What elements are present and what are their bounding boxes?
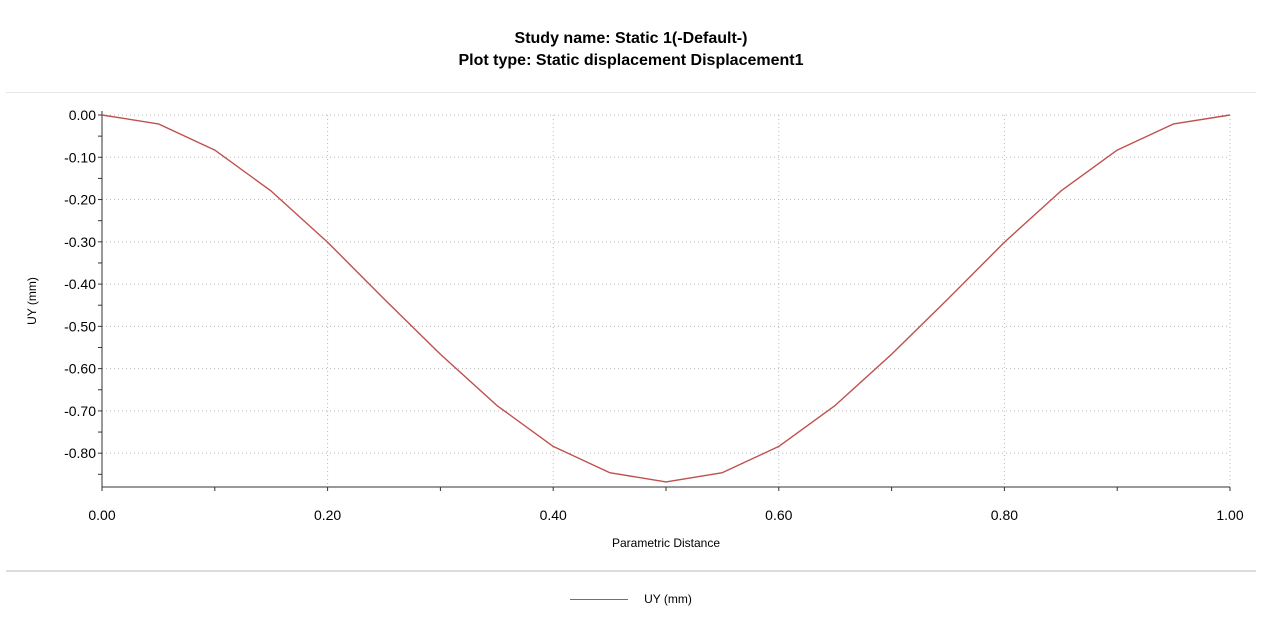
x-tick-label: 0.80 (991, 507, 1018, 523)
y-axis-title: UY (mm) (25, 277, 39, 325)
y-tick-label: 0.00 (69, 107, 96, 123)
x-axis-title: Parametric Distance (612, 536, 720, 550)
y-tick-label: -0.80 (64, 445, 96, 461)
axes (98, 111, 1231, 491)
y-tick-label: -0.70 (64, 403, 96, 419)
x-tick-label: 1.00 (1216, 507, 1243, 523)
legend-label-uy: UY (mm) (644, 592, 692, 606)
chart-title: Study name: Static 1(-Default-) (514, 30, 748, 47)
y-tick-label: -0.50 (64, 318, 96, 334)
y-tick-label: -0.30 (64, 234, 96, 250)
chart-subtitle: Plot type: Static displacement Displacem… (458, 52, 804, 69)
x-tick-label: 0.20 (314, 507, 341, 523)
chart-title-block: Study name: Static 1(-Default-) Plot typ… (0, 28, 1262, 72)
legend: UY (mm) (0, 592, 1262, 606)
y-tick-label: -0.40 (64, 276, 96, 292)
y-tick-label: -0.20 (64, 192, 96, 208)
x-tick-label: 0.00 (88, 507, 115, 523)
plot-panel (6, 92, 1256, 572)
x-tick-label: 0.60 (765, 507, 792, 523)
series-line-uy (101, 114, 1231, 483)
legend-swatch-uy (570, 598, 629, 600)
y-tick-label: -0.10 (64, 149, 96, 165)
grid-lines (102, 114, 1231, 487)
x-tick-label: 0.40 (540, 507, 567, 523)
y-tick-label: -0.60 (64, 361, 96, 377)
series-layer (101, 114, 1231, 483)
tick-labels: 0.00 0.20 0.40 0.60 0.80 1.00 0.00 -0.10 -0.20 -0… (64, 107, 1244, 523)
